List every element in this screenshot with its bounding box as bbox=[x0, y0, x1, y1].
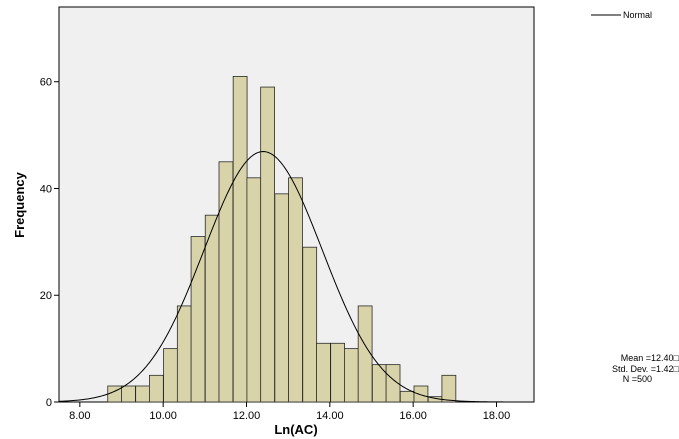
x-tick-label: 16.00 bbox=[399, 410, 427, 422]
x-axis-title: Ln(AC) bbox=[274, 422, 317, 437]
legend: Normal bbox=[591, 10, 652, 20]
y-tick-label: 60 bbox=[40, 77, 52, 89]
histogram-bar bbox=[344, 348, 359, 403]
histogram-bar bbox=[204, 214, 220, 403]
histogram-bar bbox=[288, 177, 303, 403]
histogram-bar bbox=[176, 305, 192, 403]
histogram-bar bbox=[260, 86, 275, 403]
x-tick-label: 8.00 bbox=[69, 410, 90, 422]
y-tick-label: 40 bbox=[40, 183, 52, 195]
stats-mean: Mean =12.40□ bbox=[621, 353, 679, 363]
normal-curve-layer bbox=[58, 151, 534, 403]
x-tick-label: 14.00 bbox=[316, 410, 344, 422]
x-tick-label: 18.00 bbox=[483, 410, 511, 422]
stats-n: N =500 bbox=[623, 374, 652, 384]
legend-label-normal: Normal bbox=[623, 10, 652, 20]
histogram-bar bbox=[371, 364, 387, 403]
y-axis-ticks: 0 20 40 60 bbox=[40, 77, 59, 409]
histogram-bar bbox=[330, 342, 345, 403]
histogram-bar bbox=[274, 193, 290, 403]
histogram-bar bbox=[149, 374, 164, 403]
histogram-bar bbox=[135, 385, 150, 403]
histogram-bar bbox=[246, 177, 262, 403]
histogram-bar bbox=[316, 342, 331, 403]
normal-curve-line bbox=[58, 151, 534, 403]
histogram-bar bbox=[302, 246, 318, 403]
histogram-bar bbox=[385, 364, 401, 403]
histogram-bar bbox=[357, 305, 373, 403]
histogram-bar bbox=[218, 161, 234, 403]
histogram-bar bbox=[190, 236, 206, 403]
y-tick-label: 0 bbox=[46, 397, 52, 409]
x-tick-label: 12.00 bbox=[233, 410, 261, 422]
stats-box: Mean =12.40□ Std. Dev. =1.42□ N =500 bbox=[612, 353, 679, 384]
histogram-bar bbox=[413, 385, 429, 403]
y-axis-title: Frequency bbox=[12, 171, 27, 238]
histogram-bar bbox=[163, 348, 178, 403]
histogram-bar bbox=[399, 390, 415, 403]
bars-layer bbox=[107, 75, 457, 403]
histogram-bar bbox=[121, 385, 136, 403]
y-tick-label: 20 bbox=[40, 290, 52, 302]
histogram-bar bbox=[232, 75, 248, 403]
histogram-bar bbox=[441, 374, 457, 403]
stats-std-dev: Std. Dev. =1.42□ bbox=[612, 364, 679, 374]
x-tick-label: 10.00 bbox=[149, 410, 177, 422]
x-axis-ticks: 8.00 10.00 12.00 14.00 16.00 18.00 bbox=[69, 402, 510, 422]
